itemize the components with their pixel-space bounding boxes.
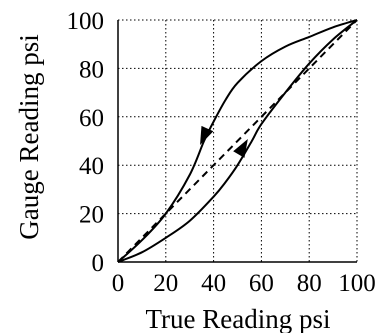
arrow-hysteresis-upper-curve [200,125,214,145]
x-tick-label: 100 [338,270,376,297]
x-axis-title: True Reading psi [145,304,330,333]
y-tick-label: 100 [67,8,105,35]
y-tick-label: 60 [79,105,104,132]
y-tick-label: 0 [92,250,105,277]
x-tick-label: 80 [297,270,322,297]
arrow-hysteresis-lower-curve [233,139,248,158]
plot-frame [117,19,358,263]
y-tick-label: 20 [79,202,104,229]
tick-labels: 0 20 40 60 80 100 0 20 40 60 80 100 [67,8,376,297]
x-tick-label: 40 [201,270,226,297]
x-tick-label: 0 [112,270,125,297]
series-line-hysteresis-upper-curve [117,19,358,263]
series-line-ideal-linear-reference [117,19,358,263]
direction-arrows [200,125,248,158]
chart-series [117,19,358,263]
y-tick-label: 80 [79,56,104,83]
y-axis-title: Gauge Reading psi [14,34,44,239]
x-tick-label: 60 [249,270,274,297]
x-tick-label: 20 [153,270,178,297]
series-line-hysteresis-lower-curve [117,19,358,263]
y-tick-label: 40 [79,153,104,180]
